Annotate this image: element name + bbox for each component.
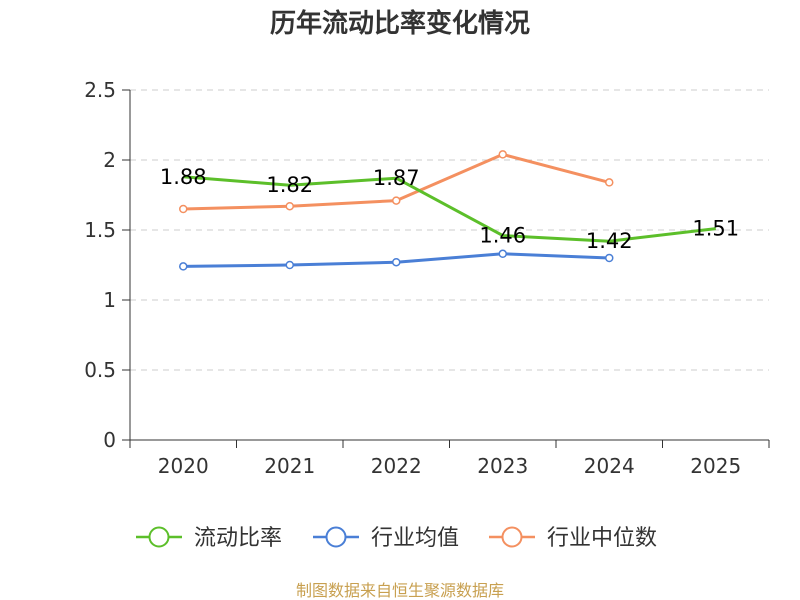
series-point-1[interactable] [285,260,294,270]
data-label: 1.46 [479,224,526,248]
legend-label: 行业均值 [371,526,459,551]
data-labels: 1.88 1.82 1.87 1.46 1.42 1.51 [160,165,739,253]
legend-item-2[interactable]: 行业中位数 [489,526,657,551]
source-note: 制图数据来自恒生聚源数据库 [296,581,504,600]
grid-lines [130,89,769,371]
chart-title: 历年流动比率变化情况 [270,8,530,39]
y-tick-label: 0.5 [84,358,116,382]
x-tick-label: 2022 [371,454,422,478]
y-tick-label: 1 [103,288,116,312]
x-tick-label: 2023 [477,454,528,478]
data-label: 1.88 [160,165,207,189]
data-label: 1.87 [373,166,420,190]
legend-label: 流动比率 [194,526,282,551]
series-point-1[interactable] [179,262,188,271]
series-line-0 [183,175,716,243]
y-tick-label: 2.5 [84,78,116,102]
legend-swatch-marker [148,526,170,548]
y-tick-label: 1.5 [84,218,116,242]
legend[interactable]: 流动比率 行业均值 行业中位数 [136,526,657,551]
series-point-1[interactable] [605,253,614,263]
series-point-2[interactable] [498,150,507,159]
data-label: 1.82 [266,173,313,197]
legend-item-1[interactable]: 行业均值 [313,526,459,551]
data-label: 1.51 [692,217,739,241]
legend-swatch-marker [325,526,347,548]
series-point-2[interactable] [285,201,294,211]
axes: 0 0.5 1 1.5 2 2.5 2020 2021 2022 2023 2024 2025 [84,78,770,478]
y-tick-label: 2 [103,148,116,172]
series-lines [179,150,716,271]
legend-item-0[interactable]: 流动比率 [136,526,282,551]
x-tick-label: 2020 [158,454,209,478]
series-point-1[interactable] [498,249,507,259]
data-label: 1.42 [586,229,633,253]
y-tick-label: 0 [103,428,116,452]
series-point-1[interactable] [392,257,401,267]
series-point-2[interactable] [392,196,401,205]
series-point-2[interactable] [605,178,614,187]
x-tick-label: 2025 [690,454,741,478]
legend-label: 行业中位数 [547,526,657,551]
series-point-2[interactable] [179,204,188,214]
x-tick-label: 2024 [584,454,635,478]
legend-swatch-marker [501,526,523,548]
x-tick-label: 2021 [264,454,315,478]
